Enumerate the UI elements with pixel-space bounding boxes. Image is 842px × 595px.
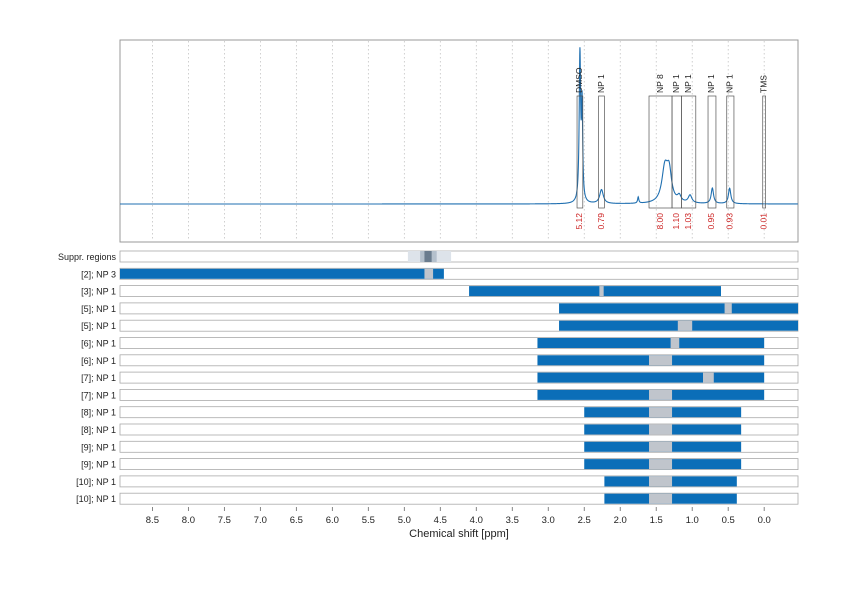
row-label: Suppr. regions xyxy=(58,252,117,262)
row-gap xyxy=(649,459,673,470)
row-label: [6]; NP 1 xyxy=(81,339,116,349)
row-bar xyxy=(537,338,765,348)
integral-region-box xyxy=(762,95,766,209)
gridlines xyxy=(152,41,765,241)
integral-value: 1.03 xyxy=(683,213,693,230)
x-tick-label: 5.0 xyxy=(398,515,411,526)
row-bar xyxy=(469,286,721,297)
x-tick-label: 5.5 xyxy=(362,515,375,526)
integral-region-box xyxy=(707,95,717,209)
row-label: [10]; NP 1 xyxy=(76,494,116,504)
row-frame xyxy=(119,475,799,488)
integral-region-box xyxy=(576,95,584,209)
integral-value: 1.10 xyxy=(671,213,681,230)
integral-region-box xyxy=(598,95,605,209)
x-tick-label: 8.0 xyxy=(182,515,195,526)
x-tick-label: 8.5 xyxy=(146,515,159,526)
row-label: [10]; NP 1 xyxy=(76,477,116,487)
x-tick-label: 4.0 xyxy=(470,515,483,526)
row-gap xyxy=(649,407,673,418)
region-rows: Suppr. regions [2]; NP 3 [3]; NP 1 [5]; NP … xyxy=(58,250,799,505)
integral-region-label: NP 1 xyxy=(725,74,735,93)
row-bar xyxy=(537,372,765,383)
x-tick-label: 1.5 xyxy=(650,515,663,526)
x-tick-label: 0.0 xyxy=(758,515,771,526)
integral-value: 0.93 xyxy=(725,213,735,230)
x-axis: 8.5 8.0 7.5 7.0 6.5 6.0 5.5 5.0 4.5 4.0 3.5 3.0 2.5 2… xyxy=(146,507,771,526)
integral-region-label: NP 8 xyxy=(655,74,665,93)
x-tick-label: 6.5 xyxy=(290,515,303,526)
row-frame xyxy=(119,423,799,436)
row-frame xyxy=(119,337,799,349)
row-gap xyxy=(649,355,673,366)
integral-value: 0.01 xyxy=(758,213,768,230)
row-label: [2]; NP 3 xyxy=(81,269,116,279)
row-gap xyxy=(649,493,673,504)
row-gap xyxy=(724,303,732,314)
row-label: [9]; NP 1 xyxy=(81,442,116,452)
integral-region-label: NP 1 xyxy=(706,74,716,93)
x-tick-label: 7.5 xyxy=(218,515,231,526)
x-tick-label: 2.5 xyxy=(578,515,591,526)
row-bar xyxy=(559,303,798,314)
integral-value: 5.12 xyxy=(574,213,584,230)
x-tick-label: 4.5 xyxy=(434,515,447,526)
x-tick-label: 0.5 xyxy=(722,515,735,526)
x-tick-label: 7.0 xyxy=(254,515,267,526)
row-gap xyxy=(424,268,434,279)
spectrum-line xyxy=(120,47,798,205)
integral-region-label: NP 1 xyxy=(596,74,606,93)
row-bar xyxy=(120,268,444,279)
row-frame xyxy=(119,492,799,505)
row-gap xyxy=(649,476,673,487)
suppr-region-dark xyxy=(424,251,432,262)
row-gap xyxy=(702,372,714,383)
row-gap xyxy=(677,320,693,331)
row-gap xyxy=(599,286,604,297)
integral-region-label: NP 1 xyxy=(683,74,693,93)
row-label: [8]; NP 1 xyxy=(81,408,116,418)
row-label: [5]; NP 1 xyxy=(81,321,116,331)
row-frame xyxy=(119,406,799,419)
integral-region-label: TMS xyxy=(758,75,768,93)
row-frame xyxy=(119,371,799,384)
integral-value: 8.00 xyxy=(655,213,665,230)
row-label: [8]; NP 1 xyxy=(81,425,116,435)
x-tick-label: 1.0 xyxy=(686,515,699,526)
row-frame xyxy=(119,388,799,401)
x-tick-label: 2.0 xyxy=(614,515,627,526)
row-label: [9]; NP 1 xyxy=(81,460,116,470)
row-frame xyxy=(119,440,799,453)
row-label: [7]; NP 1 xyxy=(81,390,116,400)
row-frame xyxy=(119,354,799,367)
integral-region-box xyxy=(681,95,697,209)
row-frame xyxy=(119,285,799,298)
spectrum-panel xyxy=(119,39,799,243)
row-gap xyxy=(649,424,673,435)
integral-region-box xyxy=(726,95,735,209)
integral-value: 0.79 xyxy=(596,213,606,230)
x-tick-label: 3.0 xyxy=(542,515,555,526)
integral-value: 0.95 xyxy=(706,213,716,230)
row-label: [6]; NP 1 xyxy=(81,356,116,366)
row-frame xyxy=(119,250,799,263)
row-label: [7]; NP 1 xyxy=(81,373,116,383)
row-frame xyxy=(119,458,799,471)
integral-region-label: DMSO xyxy=(574,67,584,93)
x-axis-label: Chemical shift [ppm] xyxy=(409,528,509,540)
row-gap xyxy=(649,441,673,452)
row-label: [3]; NP 1 xyxy=(81,287,116,297)
x-tick-label: 6.0 xyxy=(326,515,339,526)
integral-region-label: NP 1 xyxy=(671,74,681,93)
row-gap xyxy=(649,389,673,400)
x-tick-label: 3.5 xyxy=(506,515,519,526)
spectrum xyxy=(120,47,798,205)
row-label: [5]; NP 1 xyxy=(81,304,116,314)
row-gap xyxy=(670,338,680,348)
integral-regions: DMSO 5.12 NP 1 0.79 NP 8 8.00 NP 1 1.10 NP 1 1.03… xyxy=(574,67,768,229)
